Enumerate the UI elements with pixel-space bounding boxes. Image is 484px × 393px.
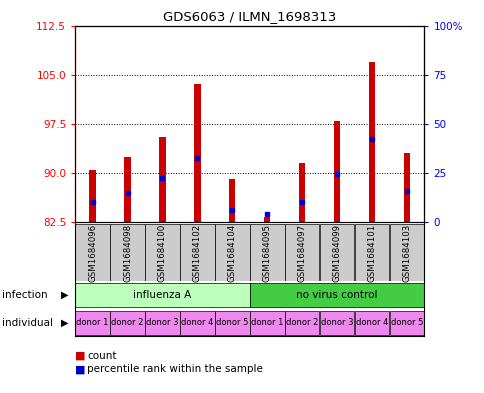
Text: donor 2: donor 2 — [111, 318, 143, 327]
Text: count: count — [87, 351, 117, 361]
FancyBboxPatch shape — [75, 310, 110, 335]
Text: GSM1684097: GSM1684097 — [297, 224, 306, 281]
Text: donor 1: donor 1 — [251, 318, 283, 327]
Text: infection: infection — [2, 290, 48, 300]
Bar — [368, 62, 374, 222]
Text: percentile rank within the sample: percentile rank within the sample — [87, 364, 263, 375]
Text: donor 3: donor 3 — [146, 318, 179, 327]
FancyBboxPatch shape — [249, 310, 284, 335]
FancyBboxPatch shape — [319, 310, 354, 335]
FancyBboxPatch shape — [180, 310, 214, 335]
Text: ▶: ▶ — [61, 290, 69, 300]
Bar — [299, 163, 304, 222]
FancyBboxPatch shape — [354, 224, 389, 281]
FancyBboxPatch shape — [249, 283, 424, 307]
FancyBboxPatch shape — [145, 224, 180, 281]
Text: donor 1: donor 1 — [76, 318, 108, 327]
Text: ■: ■ — [75, 364, 86, 375]
FancyBboxPatch shape — [214, 310, 249, 335]
Bar — [264, 217, 270, 222]
Title: GDS6063 / ILMN_1698313: GDS6063 / ILMN_1698313 — [163, 10, 336, 23]
Text: influenza A: influenza A — [133, 290, 191, 300]
FancyBboxPatch shape — [110, 224, 145, 281]
Text: ■: ■ — [75, 351, 86, 361]
Bar — [333, 121, 339, 222]
Text: GSM1684100: GSM1684100 — [158, 223, 166, 282]
Bar — [194, 84, 200, 222]
Text: GSM1684103: GSM1684103 — [402, 223, 410, 282]
Text: GSM1684098: GSM1684098 — [123, 224, 132, 281]
FancyBboxPatch shape — [75, 283, 249, 307]
FancyBboxPatch shape — [110, 310, 145, 335]
FancyBboxPatch shape — [284, 310, 319, 335]
Text: individual: individual — [2, 318, 53, 328]
Text: donor 3: donor 3 — [320, 318, 353, 327]
Text: ▶: ▶ — [61, 318, 69, 328]
Text: donor 4: donor 4 — [355, 318, 387, 327]
FancyBboxPatch shape — [389, 310, 424, 335]
Text: donor 5: donor 5 — [390, 318, 422, 327]
Text: GSM1684096: GSM1684096 — [88, 224, 97, 281]
Bar — [229, 180, 235, 222]
Bar — [124, 156, 130, 222]
Bar — [90, 170, 95, 222]
FancyBboxPatch shape — [389, 224, 424, 281]
FancyBboxPatch shape — [180, 224, 214, 281]
Text: GSM1684101: GSM1684101 — [367, 223, 376, 282]
FancyBboxPatch shape — [249, 224, 284, 281]
FancyBboxPatch shape — [214, 224, 249, 281]
Bar — [159, 137, 165, 222]
Text: GSM1684095: GSM1684095 — [262, 224, 271, 281]
Text: GSM1684102: GSM1684102 — [193, 223, 201, 282]
FancyBboxPatch shape — [354, 310, 389, 335]
Text: donor 2: donor 2 — [286, 318, 318, 327]
Text: no virus control: no virus control — [296, 290, 377, 300]
FancyBboxPatch shape — [284, 224, 319, 281]
Bar — [403, 153, 409, 222]
Text: donor 5: donor 5 — [216, 318, 248, 327]
Text: GSM1684099: GSM1684099 — [332, 224, 341, 281]
Text: GSM1684104: GSM1684104 — [227, 223, 236, 282]
FancyBboxPatch shape — [145, 310, 180, 335]
Text: donor 4: donor 4 — [181, 318, 213, 327]
FancyBboxPatch shape — [319, 224, 354, 281]
FancyBboxPatch shape — [75, 224, 110, 281]
